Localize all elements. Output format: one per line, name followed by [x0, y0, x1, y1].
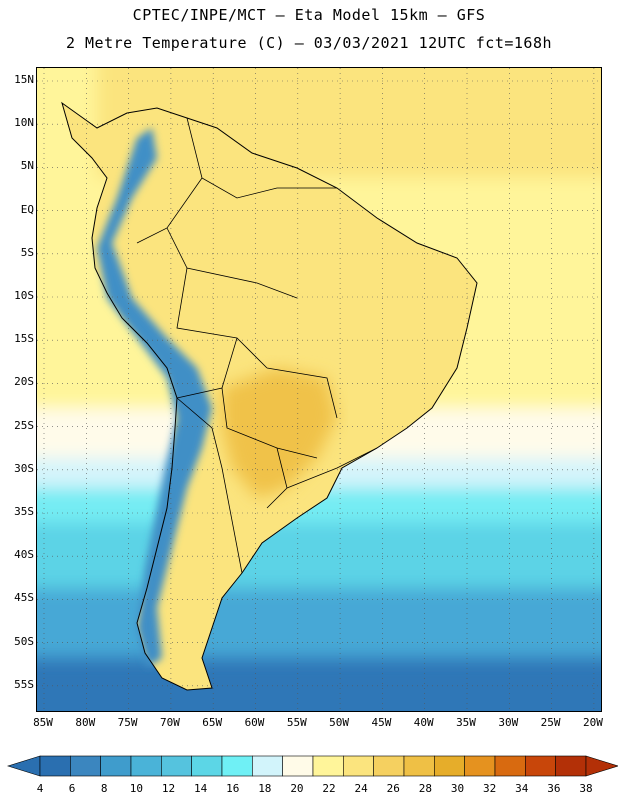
temperature-map: [36, 67, 602, 712]
colorbar-swatch: [191, 755, 223, 777]
colorbar-swatch: [343, 755, 374, 777]
colorbar-level-label: 38: [579, 782, 593, 795]
colorbar-level-label: 18: [258, 782, 272, 795]
latitude-label: 35S: [14, 505, 34, 518]
colorbar-swatch: [403, 755, 435, 777]
colorbar-swatch: [464, 755, 496, 777]
coastline: [61, 101, 478, 691]
colorbar-level-label: 10: [129, 782, 143, 795]
latitude-label: 45S: [14, 591, 34, 605]
latitude-label: 10S: [14, 289, 34, 302]
latitude-label: 5N: [20, 159, 34, 173]
latitude-label: EQ: [20, 202, 34, 216]
colorbar-swatch: [252, 755, 283, 777]
colorbar-swatch: [555, 755, 587, 777]
colorbar-level-label: 16: [226, 782, 240, 795]
latitude-label: 50S: [14, 634, 34, 648]
longitude-label: 55W: [286, 716, 307, 729]
colorbar-level-label: 20: [290, 782, 304, 795]
colorbar-level-label: 12: [161, 782, 176, 795]
colorbar-swatch: [39, 755, 71, 777]
colorbar-level-label: 22: [322, 782, 336, 795]
latitude-label: 5S: [20, 245, 34, 259]
longitude-label: 45W: [371, 716, 392, 729]
colorbar-level-label: 36: [547, 782, 561, 795]
chart-title-line1: CPTEC/INPE/MCT — Eta Model 15km — GFS: [132, 6, 486, 24]
longitude-label: 65W: [202, 716, 223, 729]
colorbar-swatch: [70, 755, 101, 777]
latitude-label: 20S: [14, 375, 34, 389]
temperature-colorbar: [6, 755, 618, 777]
colorbar-level-label: 8: [100, 782, 108, 795]
longitude-label: 80W: [75, 716, 96, 729]
country-borders: [136, 117, 378, 574]
colorbar-swatch: [494, 755, 526, 777]
colorbar-level-label: 4: [36, 782, 44, 795]
latitude-label: 15N: [14, 73, 34, 86]
longitude-label: 50W: [329, 716, 350, 729]
colorbar-swatch: [221, 755, 253, 777]
colorbar-swatch: [282, 755, 314, 777]
longitude-label: 70W: [159, 716, 180, 729]
longitude-label: 40W: [413, 716, 434, 729]
colorbar-level-label: 28: [418, 782, 433, 795]
map-canvas: [37, 68, 601, 711]
latitude-label: 25S: [14, 418, 34, 432]
colorbar-swatch: [373, 755, 405, 777]
latitude-label: 30S: [14, 461, 34, 475]
latitude-label: 10N: [14, 116, 34, 130]
colorbar-swatch: [525, 755, 556, 777]
hot-interior-region: [222, 368, 337, 498]
longitude-label: 30W: [498, 716, 519, 729]
colorbar-swatch: [312, 755, 344, 777]
colorbar-swatch: [434, 755, 465, 777]
longitude-label: 35W: [456, 716, 476, 729]
longitude-label: 20W: [582, 716, 603, 729]
latitude-label: 55S: [14, 677, 34, 691]
colorbar-right-arrow: [585, 755, 618, 777]
colorbar-level-label: 24: [354, 782, 368, 795]
colorbar-level-label: 14: [193, 782, 208, 795]
latitude-label: 40S: [14, 548, 34, 562]
colorbar-swatch: [100, 755, 132, 777]
colorbar-level-label: 6: [68, 782, 76, 795]
colorbar-left-arrow: [6, 755, 41, 777]
longitude-label: 85W: [33, 716, 53, 729]
longitude-label: 25W: [540, 716, 561, 729]
colorbar-level-label: 32: [483, 782, 497, 795]
colorbar-swatch: [130, 755, 162, 777]
chart-title-line2: 2 Metre Temperature (C) — 03/03/2021 12U…: [65, 34, 553, 52]
colorbar-swatch: [161, 755, 192, 777]
latitude-label: 15S: [14, 332, 34, 346]
longitude-label: 60W: [244, 716, 265, 729]
colorbar-level-label: 26: [386, 782, 400, 795]
longitude-label: 75W: [117, 716, 138, 729]
colorbar-level-label: 34: [515, 782, 529, 795]
colorbar-level-label: 30: [450, 782, 465, 795]
